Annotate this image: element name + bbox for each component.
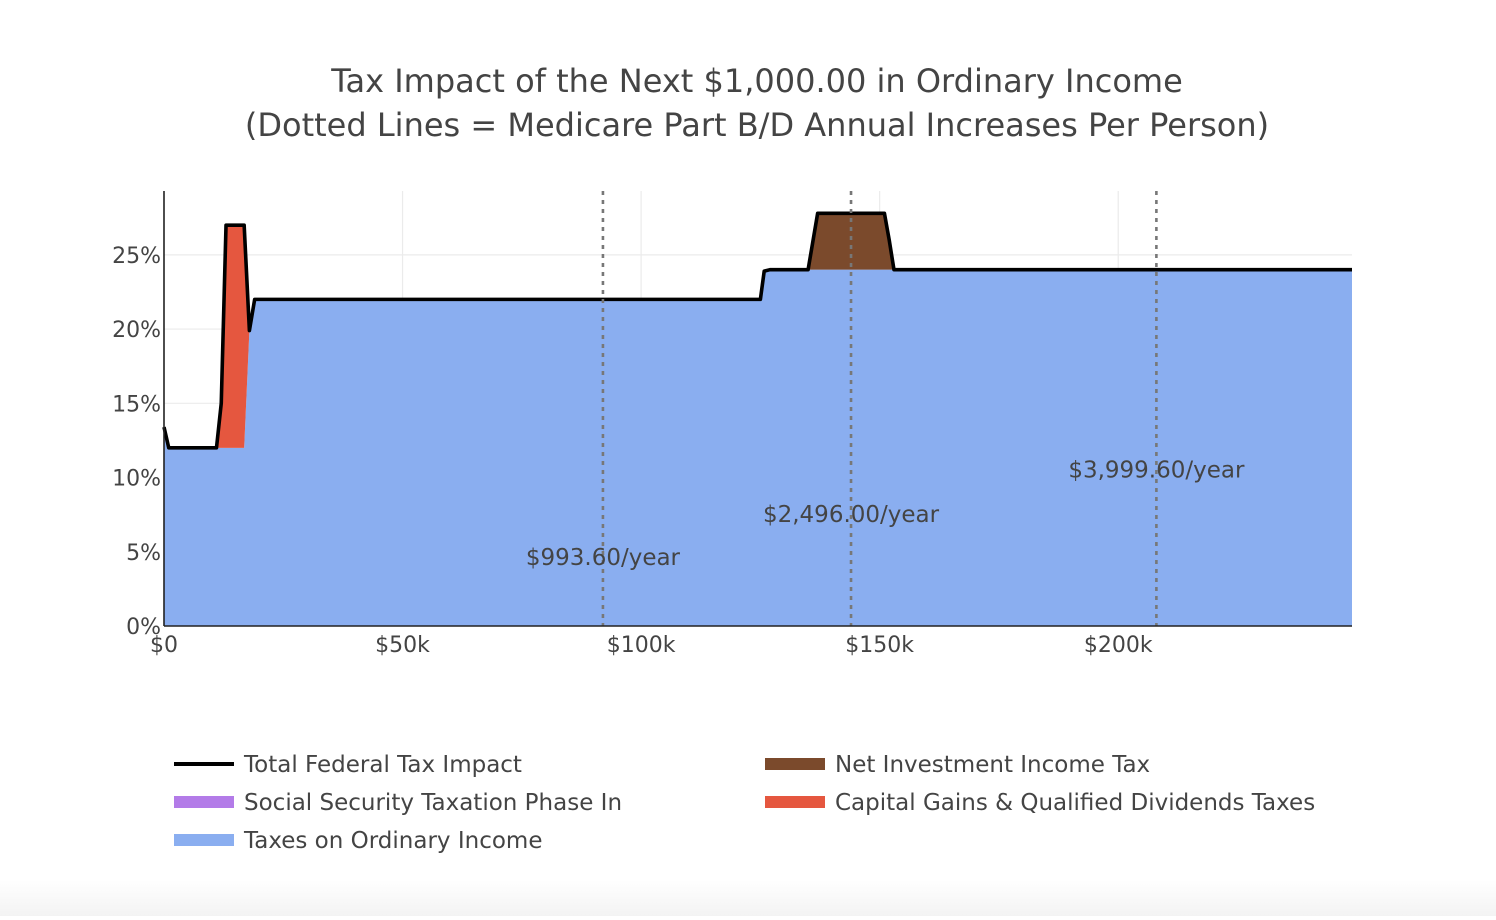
legend-item-capital-gains-qualified-dividends-taxes[interactable]: Capital Gains & Qualified Dividends Taxe… [765,790,1315,816]
legend-label: Capital Gains & Qualified Dividends Taxe… [835,790,1315,816]
x-tick-label: $150k [845,633,914,658]
line-total-federal-tax-impact [162,211,1352,450]
x-tick-label: $0 [150,633,178,658]
line-series [162,211,1352,450]
x-tick-label: $100k [607,633,676,658]
axes: 0% 5% 10% 15% 20% 25% $0 $50k $100k $150k $200k [112,191,1352,658]
x-tick-label: $50k [375,633,430,658]
legend-item-taxes-on-ordinary-income[interactable]: Taxes on Ordinary Income [174,828,542,854]
legend-label: Net Investment Income Tax [835,752,1150,778]
legend[interactable]: Total Federal Tax Impact Social Security … [174,752,1315,854]
window-bottom-edge [0,880,1496,916]
area-taxes-on-ordinary-income [164,269,1352,626]
legend-label: Taxes on Ordinary Income [243,828,542,854]
legend-swatch-fill [174,796,234,808]
chart-title: Tax Impact of the Next $1,000.00 in Ordi… [330,62,1183,100]
legend-item-net-investment-income-tax[interactable]: Net Investment Income Tax [765,752,1150,778]
chart-subtitle: (Dotted Lines = Medicare Part B/D Annual… [245,106,1269,144]
medicare-threshold-lines: $993.60/year $2,496.00/year $3,999.60/year [526,191,1245,626]
y-tick-label: 5% [126,541,161,566]
x-tick-label: $200k [1084,633,1153,658]
medicare-annotation-label: $993.60/year [526,545,681,571]
area-series [164,213,1352,626]
medicare-annotation-label: $3,999.60/year [1068,458,1245,484]
y-tick-label: 20% [112,318,161,343]
legend-label: Total Federal Tax Impact [243,752,522,778]
y-tick-label: 15% [112,392,161,417]
y-tick-label: 25% [112,244,161,269]
legend-label: Social Security Taxation Phase In [244,790,622,816]
medicare-annotation-label: $2,496.00/year [763,502,940,528]
legend-swatch-fill [174,834,234,846]
band-net-investment-income-tax [808,213,894,270]
legend-swatch-fill [765,758,825,770]
y-tick-label: 10% [112,467,161,492]
legend-item-total-federal-tax-impact[interactable]: Total Federal Tax Impact [174,752,522,778]
y-tick-label: 0% [126,615,161,640]
legend-swatch-fill [765,796,825,808]
legend-item-social-security-taxation-phase-in[interactable]: Social Security Taxation Phase In [174,790,622,816]
